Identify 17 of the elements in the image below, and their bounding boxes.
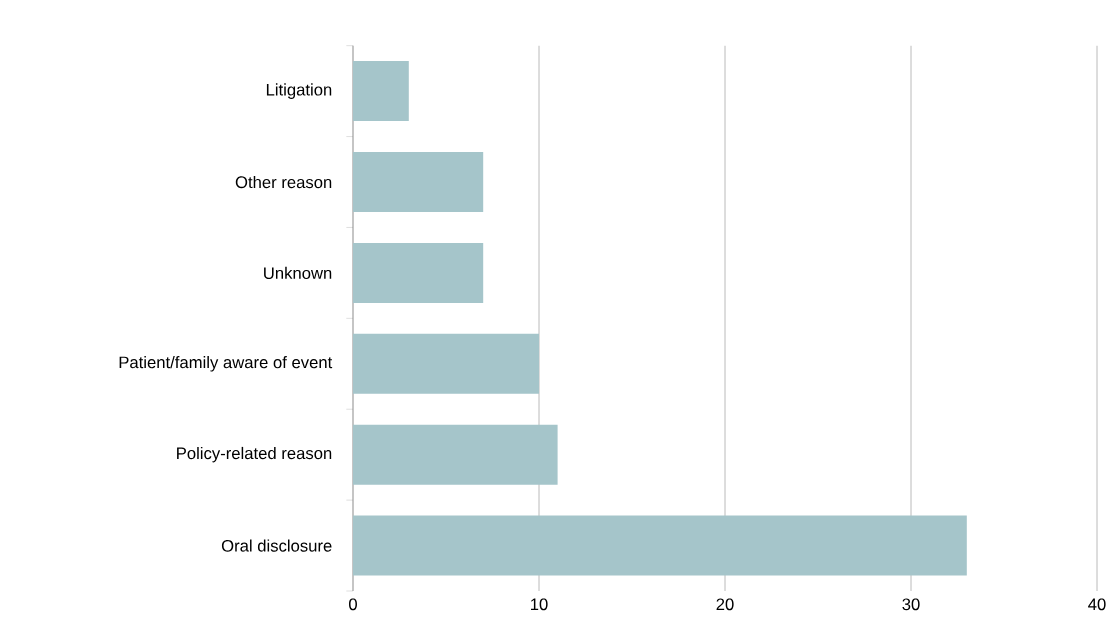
bar xyxy=(353,424,558,485)
bar xyxy=(353,61,409,122)
y-tick-label: Patient/family aware of event xyxy=(119,356,333,372)
y-tick-label: Unknown xyxy=(264,266,332,280)
x-tick-label: 0 xyxy=(349,598,357,611)
y-tick-label: Policy-related reason xyxy=(177,446,332,463)
bar xyxy=(353,242,484,303)
y-tick-label: Other reason xyxy=(235,175,332,189)
x-tick-label: 40 xyxy=(1088,598,1106,611)
x-tick-label: 10 xyxy=(531,598,548,611)
x-tick-label: 20 xyxy=(716,598,734,611)
bar xyxy=(353,333,539,394)
bar xyxy=(353,152,484,212)
y-tick-label: Litigation xyxy=(266,83,332,99)
x-tick-label: 30 xyxy=(902,598,920,611)
bar xyxy=(353,515,967,576)
y-tick-label: Oral disclosure xyxy=(221,539,332,552)
